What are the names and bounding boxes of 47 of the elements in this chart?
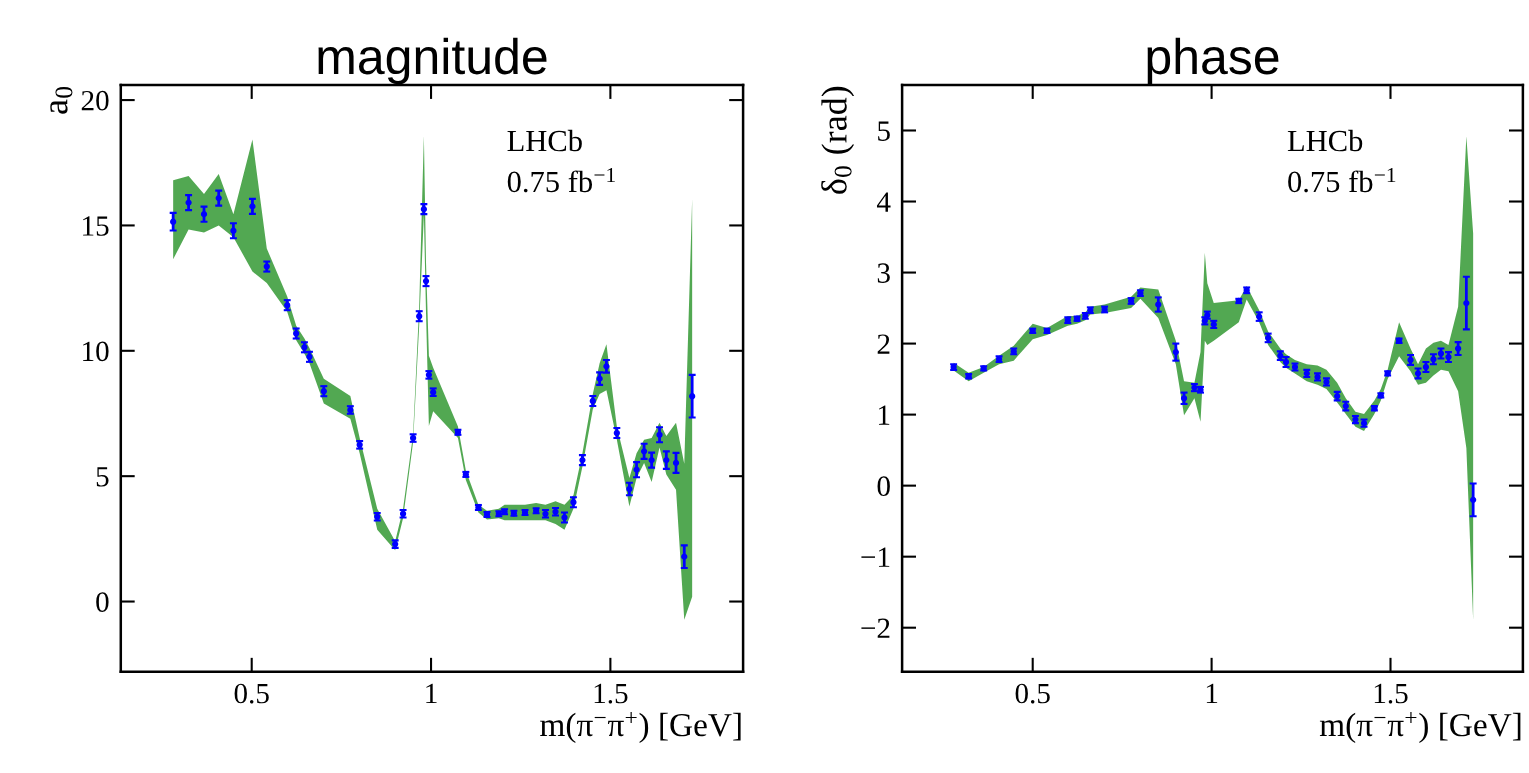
x-tick-label: 0.5 xyxy=(234,683,269,704)
y-axis-title: δ$_{0}$ (rad) xyxy=(821,86,855,194)
x-tick-label: 1 xyxy=(1206,683,1218,704)
x-axis-title: m(π$^{−}$π$^{+}$) [GeV] xyxy=(540,712,741,744)
x-axis-title: m(π$^{−}$π$^{+}$) [GeV] xyxy=(1319,712,1521,744)
point xyxy=(170,218,177,225)
y-tick-label: −2 xyxy=(861,618,890,638)
y-tick-label: 10 xyxy=(83,341,109,362)
point xyxy=(249,203,256,210)
point xyxy=(640,448,648,455)
point xyxy=(1155,301,1162,308)
point xyxy=(663,456,670,464)
x-tick-label: 1 xyxy=(426,683,437,704)
y-tick-label: 5 xyxy=(878,121,890,141)
point xyxy=(656,431,663,438)
y-tick-label: 20 xyxy=(81,90,109,111)
point xyxy=(689,393,696,400)
annotation: 0.75 fb$^{−1}$ xyxy=(1288,167,1396,193)
point xyxy=(648,456,655,464)
y-tick-label: 5 xyxy=(96,467,109,487)
chart-title: magnitude xyxy=(318,37,547,85)
x-tick-label: 1.5 xyxy=(594,683,628,704)
x-tick-label: 1.5 xyxy=(1374,683,1408,704)
annotation: 0.75 fb$^{−1}$ xyxy=(507,167,615,193)
chart-title: phase xyxy=(1147,37,1279,85)
point xyxy=(1172,348,1179,356)
y-tick-label: 0 xyxy=(877,476,890,497)
y-tick-label: 4 xyxy=(876,192,891,212)
point xyxy=(185,199,192,206)
y-tick-label: 2 xyxy=(877,334,890,354)
y-tick-label: 1 xyxy=(878,405,890,425)
annotation: LHCb xyxy=(507,129,582,152)
y-tick-label: 15 xyxy=(83,216,109,236)
point xyxy=(1463,299,1470,307)
point xyxy=(215,194,222,202)
point xyxy=(230,227,237,234)
y-tick-label: −1 xyxy=(861,547,890,567)
point xyxy=(633,466,640,473)
point xyxy=(672,459,680,467)
x-tick-label: 0.5 xyxy=(1015,683,1050,704)
y-axis-title: a$_{0}$ xyxy=(50,87,73,114)
y-tick-label: 3 xyxy=(877,263,890,283)
point xyxy=(1470,496,1477,503)
y-tick-label: 0 xyxy=(96,592,109,612)
annotation: LHCb xyxy=(1287,129,1363,152)
point xyxy=(200,211,208,218)
point xyxy=(681,553,688,560)
